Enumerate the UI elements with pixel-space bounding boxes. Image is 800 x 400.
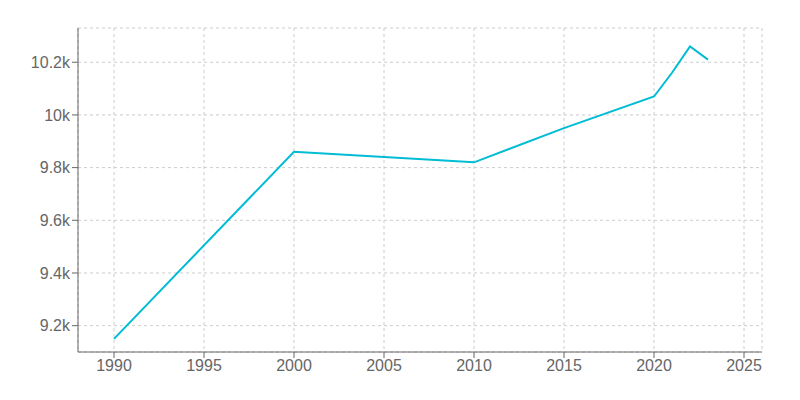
svg-text:2020: 2020	[636, 357, 672, 374]
svg-text:1990: 1990	[96, 357, 132, 374]
svg-text:9.8k: 9.8k	[40, 159, 71, 176]
svg-text:2015: 2015	[546, 357, 582, 374]
svg-text:2010: 2010	[456, 357, 492, 374]
svg-text:9.6k: 9.6k	[40, 212, 71, 229]
svg-text:2000: 2000	[276, 357, 312, 374]
svg-text:2025: 2025	[726, 357, 762, 374]
svg-text:2005: 2005	[366, 357, 402, 374]
svg-text:9.2k: 9.2k	[40, 317, 71, 334]
svg-text:9.4k: 9.4k	[40, 265, 71, 282]
svg-text:10.2k: 10.2k	[31, 54, 71, 71]
svg-text:10k: 10k	[44, 107, 71, 124]
svg-text:1995: 1995	[186, 357, 222, 374]
